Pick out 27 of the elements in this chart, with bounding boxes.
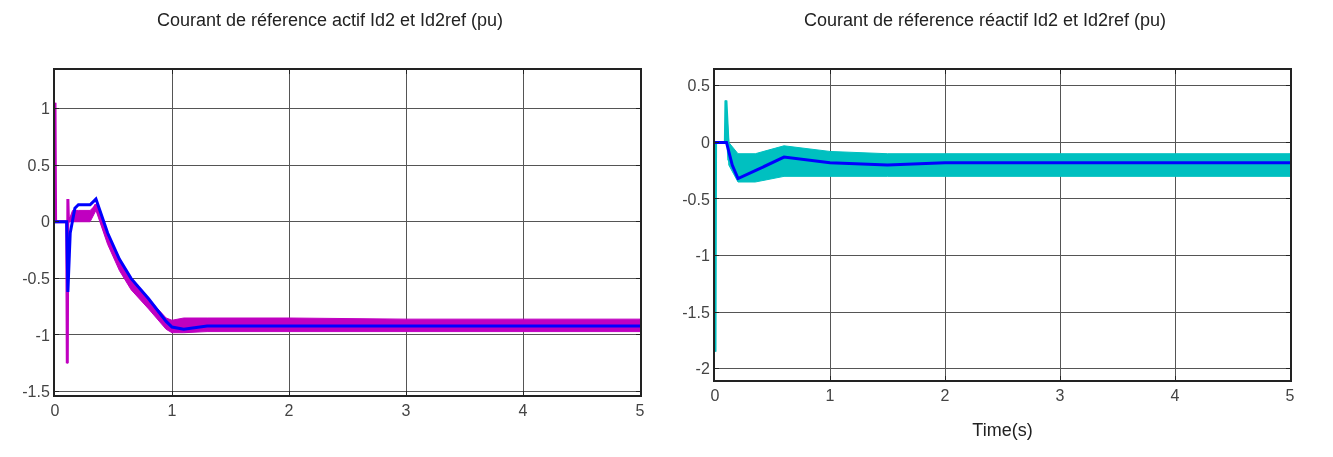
y-tick-label: 0 xyxy=(40,213,50,231)
y-tick-label: 0.5 xyxy=(687,77,710,95)
y-tick-label: -1.5 xyxy=(682,303,710,321)
y-tick-label: 0.5 xyxy=(27,156,50,174)
x-tick-label: 3 xyxy=(401,402,411,420)
x-tick-label: 5 xyxy=(635,402,645,420)
x-tick-label: 4 xyxy=(1170,387,1180,405)
y-tick-label: -1 xyxy=(695,247,710,265)
y-tick-label: -2 xyxy=(695,360,710,378)
x-tick-label: 1 xyxy=(167,402,177,420)
y-tick-label: 0 xyxy=(700,134,710,152)
y-tick-label: 1 xyxy=(40,100,50,118)
x-tick-label: 2 xyxy=(940,387,950,405)
x-tick-label: 3 xyxy=(1055,387,1065,405)
y-tick-label: -1.5 xyxy=(22,383,50,401)
x-axis-title: Time(s) xyxy=(972,420,1033,440)
x-tick-label: 4 xyxy=(518,402,528,420)
chart-title: Courant de réference réactif Id2 et Id2ref (pu) xyxy=(803,9,1167,30)
x-tick-label: 2 xyxy=(284,402,294,420)
chart-title: Courant de réference actif Id2 et Id2ref (pu) xyxy=(156,9,504,30)
y-tick-label: -0.5 xyxy=(682,190,710,208)
y-tick-label: -0.5 xyxy=(22,269,50,287)
line-series xyxy=(55,197,640,331)
line-series xyxy=(715,140,1290,181)
y-tick-label: -1 xyxy=(35,326,50,344)
x-tick-label: 5 xyxy=(1285,387,1295,405)
x-tick-label: 1 xyxy=(825,387,835,405)
